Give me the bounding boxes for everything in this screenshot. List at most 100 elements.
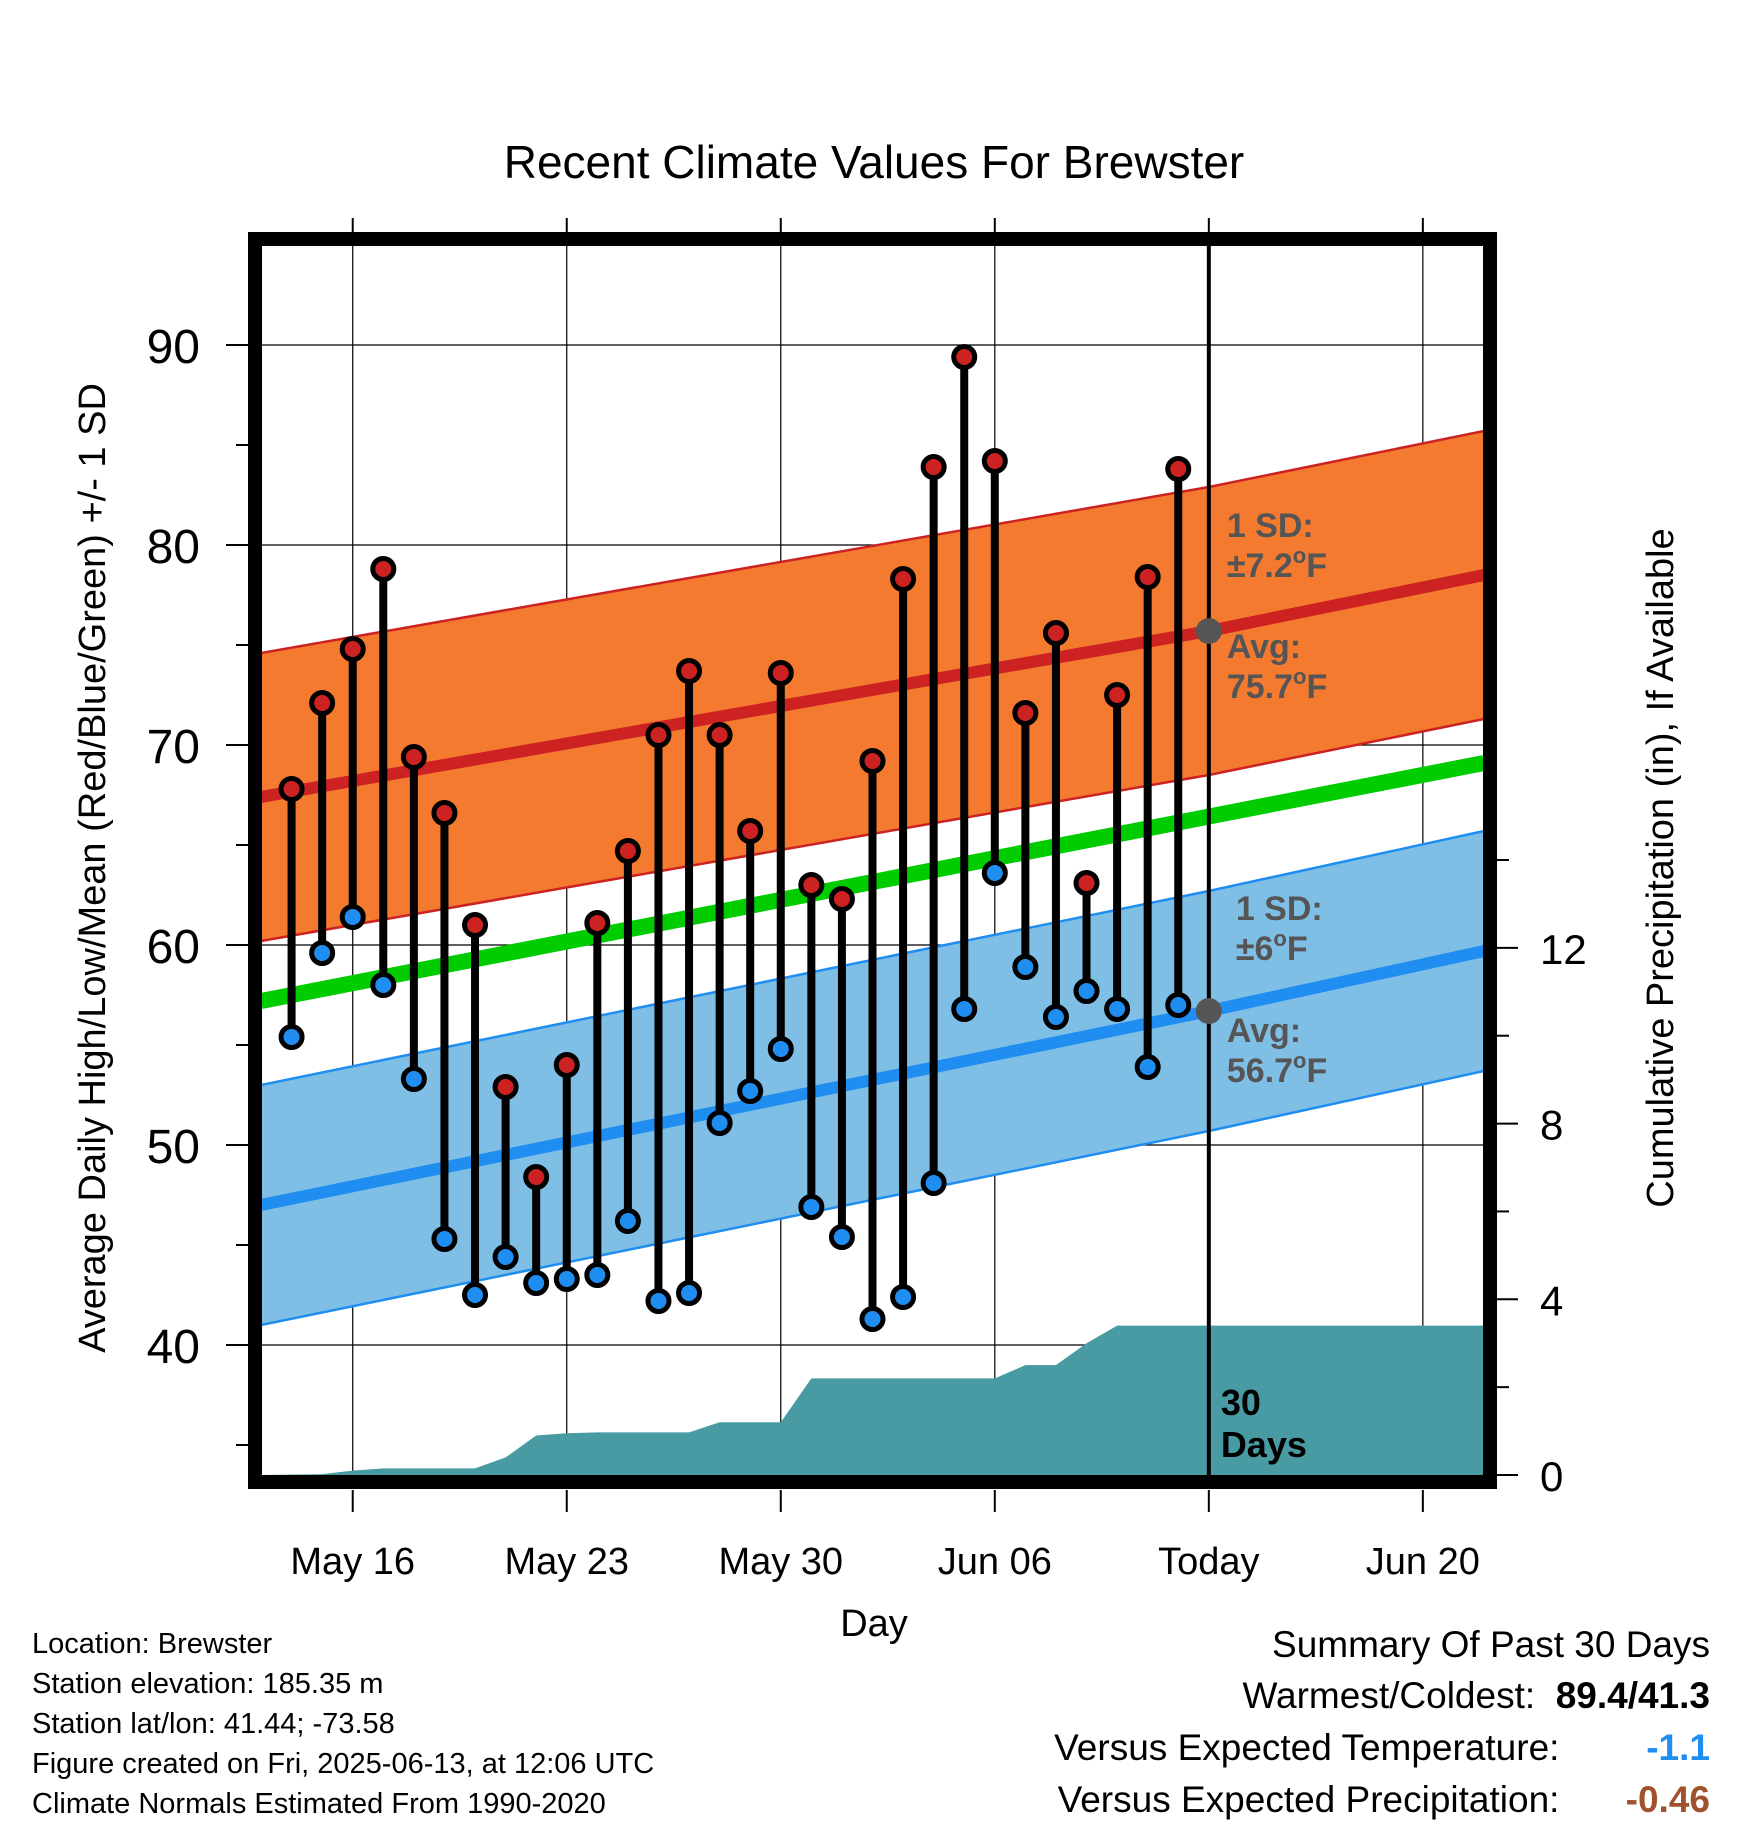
low-point	[1134, 1054, 1161, 1080]
x-tick-label: Jun 06	[938, 1541, 1052, 1583]
x-tick-label: Jun 20	[1366, 1541, 1480, 1583]
high-point	[1012, 700, 1039, 726]
low-point	[981, 860, 1008, 886]
low-point	[920, 1170, 947, 1196]
x-tick-label: May 30	[718, 1541, 843, 1583]
high-point	[492, 1074, 519, 1100]
low-point	[584, 1262, 611, 1288]
high-point	[431, 800, 458, 826]
warm-cold-row: Warmest/Coldest: 89.4/41.3	[1054, 1670, 1710, 1722]
today-low-avg-dot	[1195, 998, 1222, 1024]
high-point	[828, 886, 855, 912]
high-point	[767, 660, 794, 686]
high-point	[278, 776, 305, 802]
y-tick-label-left: 90	[147, 321, 200, 374]
low-point	[492, 1244, 519, 1270]
chart-title: Recent Climate Values For Brewster	[504, 136, 1245, 188]
low-point	[370, 972, 397, 998]
x-tick-label: May 23	[504, 1541, 629, 1583]
precip-anomaly-label: Versus Expected Precipitation:	[1057, 1779, 1560, 1820]
normals-text: Climate Normals Estimated From 1990-2020	[32, 1788, 606, 1820]
low-point	[1073, 978, 1100, 1004]
low-avg-label: Avg:	[1227, 1012, 1301, 1050]
low-point	[828, 1224, 855, 1250]
y-tick-label-left: 50	[147, 1121, 200, 1174]
low-point	[523, 1270, 550, 1296]
high-point	[614, 838, 641, 864]
x-axis-label: Day	[840, 1603, 908, 1645]
high-avg-label: Avg:	[1227, 628, 1301, 666]
low-point	[676, 1280, 703, 1306]
high-point	[523, 1164, 550, 1190]
low-sd-value: ±6oF	[1236, 926, 1308, 968]
high-point	[645, 722, 672, 748]
low-point	[645, 1288, 672, 1314]
location-text: Location: Brewster	[32, 1628, 273, 1660]
days-label-line1: 30	[1221, 1382, 1261, 1423]
warm-cold-value: 89.4/41.3	[1555, 1675, 1710, 1716]
high-sd-label: 1 SD:	[1227, 507, 1314, 545]
warm-cold-label: Warmest/Coldest:	[1242, 1675, 1536, 1716]
y-tick-label-left: 80	[147, 521, 200, 574]
high-point	[920, 454, 947, 480]
high-point	[859, 748, 886, 774]
low-point	[431, 1226, 458, 1252]
low-point	[462, 1282, 489, 1308]
station-info: Location: Brewster Station elevation: 18…	[32, 1624, 654, 1824]
high-point	[737, 818, 764, 844]
low-point	[737, 1078, 764, 1104]
high-point	[706, 722, 733, 748]
low-point	[859, 1306, 886, 1332]
high-point	[339, 636, 366, 662]
low-point	[278, 1024, 305, 1050]
y-tick-label-right: 12	[1540, 926, 1587, 973]
high-point	[1134, 564, 1161, 590]
temp-anomaly-row: Versus Expected Temperature: -1.1	[1054, 1722, 1710, 1774]
high-avg-value: 75.7oF	[1227, 664, 1327, 706]
low-point	[1042, 1004, 1069, 1030]
y-tick-label-right: 0	[1540, 1453, 1563, 1500]
precip-area	[261, 1325, 1484, 1475]
latlon-text: Station lat/lon: 41.44; -73.58	[32, 1708, 395, 1740]
low-point	[553, 1266, 580, 1292]
low-point	[400, 1066, 427, 1092]
low-point	[798, 1194, 825, 1220]
high-point	[309, 690, 336, 716]
x-tick-label: May 16	[290, 1541, 415, 1583]
low-point	[890, 1284, 917, 1310]
low-point	[767, 1036, 794, 1062]
high-point	[1073, 870, 1100, 896]
high-point	[890, 566, 917, 592]
high-point	[1042, 620, 1069, 646]
y-tick-label-right: 4	[1540, 1277, 1563, 1324]
high-point	[1104, 682, 1131, 708]
plot-frame	[248, 232, 1497, 1489]
elevation-text: Station elevation: 185.35 m	[32, 1668, 384, 1700]
low-point	[1165, 992, 1192, 1018]
low-point	[1104, 996, 1131, 1022]
high-point	[951, 344, 978, 370]
low-point	[614, 1208, 641, 1234]
precip-anomaly-value: -0.46	[1625, 1779, 1710, 1820]
high-point	[584, 910, 611, 936]
y-axis-label-right: Cumulative Precipitation (in), If Availa…	[1640, 528, 1682, 1207]
temp-anomaly-label: Versus Expected Temperature:	[1054, 1727, 1560, 1768]
high-point	[1165, 456, 1192, 482]
high-point	[553, 1052, 580, 1078]
low-point	[1012, 954, 1039, 980]
low-point	[309, 940, 336, 966]
created-text: Figure created on Fri, 2025-06-13, at 12…	[32, 1748, 655, 1780]
precip-anomaly-row: Versus Expected Precipitation: -0.46	[1054, 1774, 1710, 1826]
high-point	[400, 744, 427, 770]
y-tick-label-left: 60	[147, 921, 200, 974]
y-tick-label-left: 70	[147, 721, 200, 774]
low-point	[706, 1110, 733, 1136]
y-tick-label-left: 40	[147, 1321, 200, 1374]
temp-anomaly-value: -1.1	[1646, 1727, 1710, 1768]
summary-panel: Summary Of Past 30 Days Warmest/Coldest:…	[1054, 1620, 1710, 1826]
high-point	[462, 912, 489, 938]
high-sd-value: ±7.2oF	[1227, 543, 1327, 585]
summary-title: Summary Of Past 30 Days	[1272, 1624, 1710, 1665]
